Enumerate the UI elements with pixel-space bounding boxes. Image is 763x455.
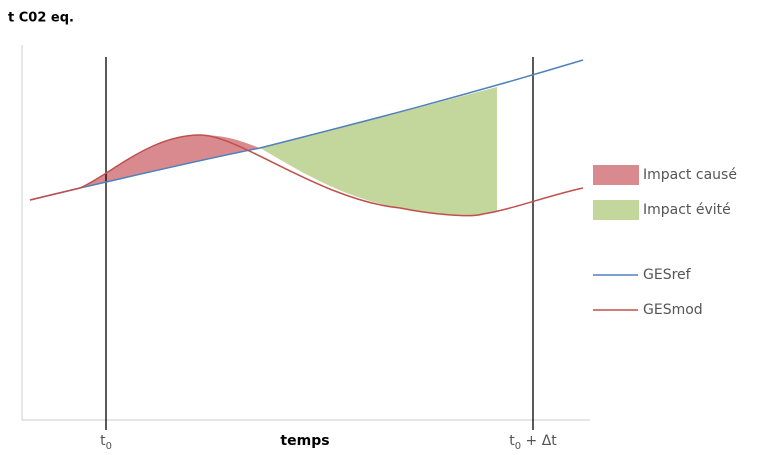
legend-label: Impact évité: [643, 202, 731, 218]
impact-cause-area: [80, 135, 260, 188]
t1-label: t0 + Δt: [509, 433, 557, 452]
t0-base: t: [100, 433, 106, 449]
legend-label: Impact causé: [643, 167, 737, 183]
impact-evite-area: [260, 87, 497, 215]
t0-sub: 0: [106, 441, 112, 452]
gesmod-line: [29, 134, 584, 217]
legend-swatch: [593, 165, 639, 185]
t1-sub: 0: [515, 441, 521, 452]
gesref-line: [29, 59, 584, 201]
t1-base: t: [509, 433, 515, 449]
t0-label: t0: [100, 433, 112, 452]
y-axis-label: t C02 eq.: [8, 11, 74, 26]
legend-swatch: [593, 200, 639, 220]
t1-suffix: + Δt: [521, 433, 557, 449]
x-axis-label: temps: [280, 433, 329, 449]
legend-label: GESref: [643, 267, 692, 283]
legend-label: GESmod: [643, 302, 703, 318]
